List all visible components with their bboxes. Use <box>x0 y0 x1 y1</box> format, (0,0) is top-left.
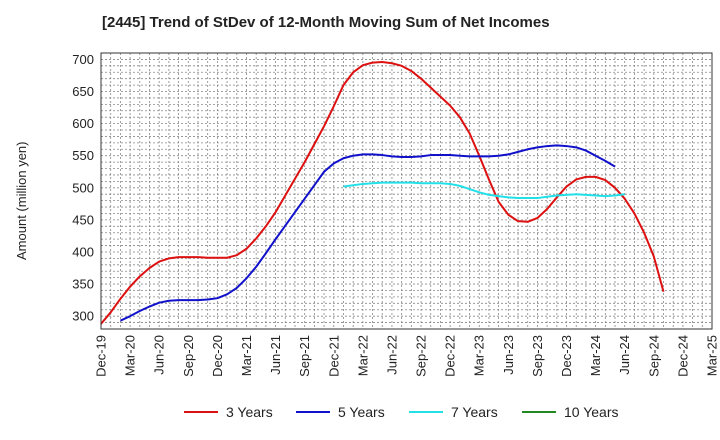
series-lines <box>100 60 665 325</box>
legend-label-3: 10 Years <box>564 404 619 420</box>
legend: 3 Years 5 Years 7 Years 10 Years <box>0 404 720 424</box>
legend-swatch-1 <box>296 411 330 413</box>
x-tick-label: Dec-22 <box>443 335 458 377</box>
x-tick-label: Mar-20 <box>123 335 138 376</box>
y-tick-label: 350 <box>72 277 94 292</box>
plot-frame <box>100 52 713 330</box>
x-tick-label: Sep-23 <box>530 335 545 377</box>
x-ticks: Dec-19 Mar-20 Jun-20 Sep-20 Dec-20 Mar-21 Jun-… <box>94 335 720 377</box>
x-tick-label: Jun-22 <box>384 335 399 375</box>
x-tick-label: Jun-23 <box>501 335 516 375</box>
x-tick-label: Mar-22 <box>355 335 370 376</box>
x-tick-label: Dec-21 <box>326 335 341 377</box>
legend-label-1: 5 Years <box>338 404 385 420</box>
legend-item-0: 3 Years <box>184 404 273 420</box>
x-tick-label: Sep-21 <box>297 335 312 377</box>
y-tick-label: 300 <box>72 309 94 324</box>
x-tick-label: Mar-23 <box>472 335 487 376</box>
x-tick-label: Mar-25 <box>705 335 720 376</box>
y-tick-label: 700 <box>72 52 94 67</box>
legend-swatch-0 <box>184 411 218 413</box>
x-tick-label: Dec-23 <box>559 335 574 377</box>
x-tick-label: Dec-20 <box>210 335 225 377</box>
grid <box>101 53 712 330</box>
x-tick-label: Sep-22 <box>414 335 429 377</box>
x-tick-label: Jun-20 <box>152 335 167 375</box>
y-ticks: 300 350 400 450 500 550 600 650 700 <box>72 52 94 324</box>
x-tick-label: Jun-24 <box>617 335 632 375</box>
y-tick-label: 400 <box>72 244 94 259</box>
legend-swatch-2 <box>409 411 443 413</box>
legend-label-0: 3 Years <box>226 404 273 420</box>
x-tick-label: Sep-20 <box>181 335 196 377</box>
y-tick-label: 600 <box>72 116 94 131</box>
series-line-0 <box>100 60 665 325</box>
legend-item-3: 10 Years <box>522 404 619 420</box>
legend-label-2: 7 Years <box>451 404 498 420</box>
y-tick-label: 650 <box>72 84 94 99</box>
x-tick-label: Dec-19 <box>94 335 109 377</box>
x-tick-label: Dec-24 <box>675 335 690 377</box>
y-tick-label: 450 <box>72 212 94 227</box>
legend-swatch-3 <box>522 411 556 413</box>
y-tick-label: 550 <box>72 148 94 163</box>
series-line-1 <box>119 144 616 322</box>
x-tick-label: Mar-21 <box>239 335 254 376</box>
x-tick-label: Jun-21 <box>268 335 283 375</box>
chart-title: [2445] Trend of StDev of 12-Month Moving… <box>102 14 550 31</box>
legend-item-1: 5 Years <box>296 404 385 420</box>
x-tick-label: Sep-24 <box>646 335 661 377</box>
y-tick-label: 500 <box>72 180 94 195</box>
x-tick-label: Mar-24 <box>588 335 603 376</box>
legend-item-2: 7 Years <box>409 404 498 420</box>
series-line-2 <box>343 181 625 200</box>
